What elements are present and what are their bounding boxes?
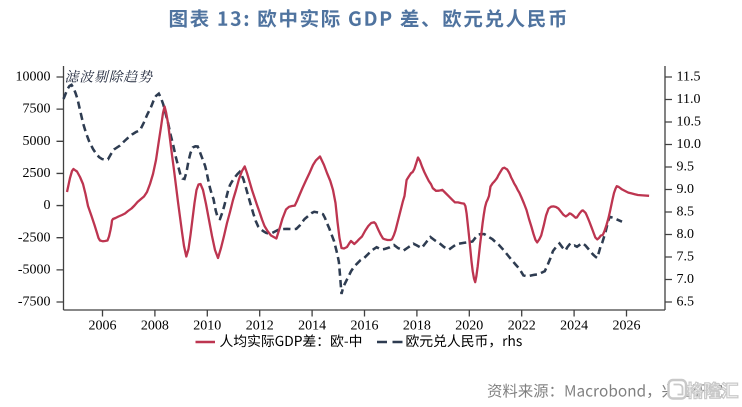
svg-text:2018: 2018: [403, 319, 431, 334]
svg-text:2500: 2500: [23, 166, 51, 181]
svg-text:7.0: 7.0: [677, 272, 695, 287]
svg-text:5000: 5000: [23, 134, 51, 149]
svg-text:0: 0: [44, 198, 51, 213]
svg-text:11.5: 11.5: [677, 70, 701, 85]
svg-text:9.0: 9.0: [677, 182, 695, 197]
svg-text:9.5: 9.5: [677, 160, 695, 175]
svg-text:7.5: 7.5: [677, 250, 695, 265]
svg-text:2006: 2006: [89, 319, 117, 334]
svg-text:7500: 7500: [23, 102, 51, 117]
svg-text:10.5: 10.5: [677, 115, 702, 130]
svg-text:10000: 10000: [16, 70, 51, 85]
svg-text:11.0: 11.0: [677, 92, 701, 107]
svg-text:-7500: -7500: [18, 295, 51, 310]
svg-text:6.5: 6.5: [677, 295, 695, 310]
svg-text:2014: 2014: [298, 319, 326, 334]
svg-text:2010: 2010: [193, 319, 221, 334]
svg-text:2016: 2016: [351, 319, 379, 334]
svg-text:2022: 2022: [508, 319, 536, 334]
svg-text:2008: 2008: [141, 319, 169, 334]
svg-text:2026: 2026: [613, 319, 641, 334]
svg-text:2024: 2024: [560, 319, 588, 334]
svg-text:-5000: -5000: [18, 263, 51, 278]
svg-text:8.0: 8.0: [677, 227, 695, 242]
svg-text:2020: 2020: [455, 319, 483, 334]
svg-text:10.0: 10.0: [677, 137, 702, 152]
svg-text:2012: 2012: [246, 319, 274, 334]
svg-text:-2500: -2500: [18, 230, 51, 245]
svg-text:8.5: 8.5: [677, 205, 695, 220]
